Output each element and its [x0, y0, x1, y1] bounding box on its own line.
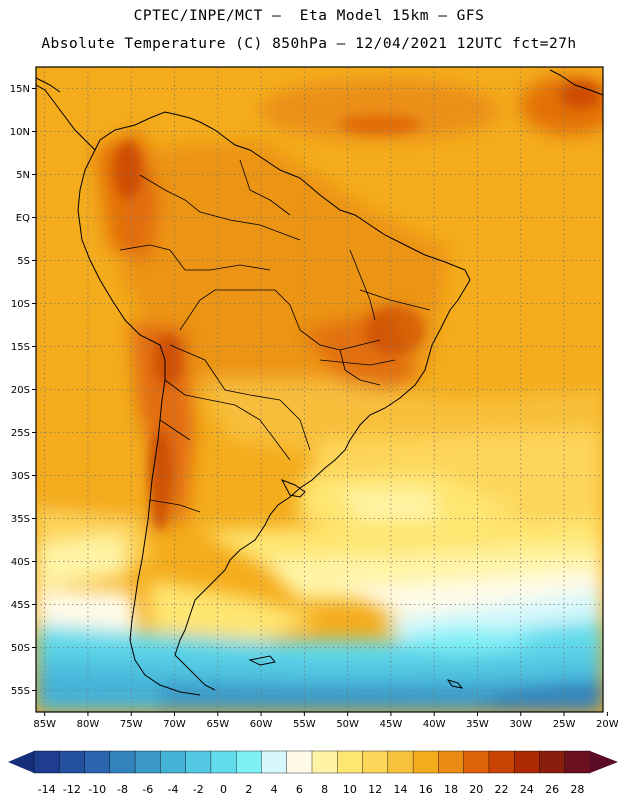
- temperature-field: [36, 67, 603, 712]
- colorbar-label: 28: [570, 783, 584, 796]
- lat-label: 5S: [17, 256, 30, 267]
- lat-label: 50S: [11, 643, 30, 654]
- title-line-2: Absolute Temperature (C) 850hPa – 12/04/…: [41, 36, 577, 52]
- colorbar-right-arrow: [590, 751, 618, 773]
- colorbar-box: [235, 750, 262, 774]
- colorbar-label: -10: [88, 783, 106, 796]
- lat-label: 10N: [10, 127, 30, 138]
- colorbar-label: 10: [343, 783, 357, 796]
- lat-label: EQ: [16, 213, 30, 224]
- colorbar-label: 6: [296, 783, 303, 796]
- lat-label: 20S: [11, 385, 30, 396]
- lat-label: 15S: [11, 342, 30, 353]
- colorbar-box: [539, 750, 566, 774]
- lat-label: 15N: [10, 84, 30, 95]
- coastlines: [36, 69, 603, 696]
- colorbar-label: -8: [117, 783, 128, 796]
- colorbar-box: [134, 750, 161, 774]
- lon-label: 40W: [423, 719, 446, 730]
- colorbar-box: [463, 750, 490, 774]
- lat-label: 35S: [11, 514, 30, 525]
- lat-label: 25S: [11, 428, 30, 439]
- lon-label: 35W: [466, 719, 489, 730]
- colorbar-box: [33, 750, 60, 774]
- colorbar-box: [59, 750, 86, 774]
- colorbar-box: [261, 750, 288, 774]
- colorbar-label: 22: [495, 783, 509, 796]
- colorbar-box: [286, 750, 313, 774]
- colorbar-box: [564, 750, 591, 774]
- lon-label: 80W: [77, 719, 100, 730]
- temperature-map: 15N 10N 5N EQ 5S 10S 15S 20S 25S 30S 35S 40S 45S 50S 5…: [10, 66, 618, 730]
- lat-label: 40S: [11, 557, 30, 568]
- colorbar-label: 18: [444, 783, 458, 796]
- lon-label: 70W: [163, 719, 186, 730]
- colorbar-box: [488, 750, 515, 774]
- colorbar-label: 12: [368, 783, 382, 796]
- colorbar-left-arrow: [8, 751, 34, 773]
- colorbar-label: 16: [419, 783, 433, 796]
- lon-label: 60W: [250, 719, 273, 730]
- colorbar-box: [412, 750, 439, 774]
- colorbar-label: 0: [220, 783, 227, 796]
- lat-label: 30S: [11, 471, 30, 482]
- colorbar-box: [84, 750, 111, 774]
- colorbar-label: 4: [271, 783, 278, 796]
- colorbar-label: -14: [38, 783, 56, 796]
- colorbar-box: [337, 750, 364, 774]
- lon-label: 30W: [509, 719, 532, 730]
- colorbar-box: [438, 750, 465, 774]
- colorbar-box: [210, 750, 237, 774]
- colorbar-label: 20: [469, 783, 483, 796]
- lat-label: 45S: [11, 600, 30, 611]
- colorbar: -14 -12 -10 -8 -6 -4 -2 0 2 4 6 8 10 12 14 16 18 20 22 24 26…: [8, 750, 618, 796]
- colorbar-label: -12: [63, 783, 81, 796]
- colorbar-box: [513, 750, 540, 774]
- colorbar-box: [311, 750, 338, 774]
- country-borders: [119, 159, 431, 513]
- colorbar-label: 8: [321, 783, 328, 796]
- map-axes: 15N 10N 5N EQ 5S 10S 15S 20S 25S 30S 35S 40S 45S 50S 5…: [10, 84, 618, 730]
- colorbar-label: -6: [142, 783, 153, 796]
- lat-label: 5N: [16, 170, 30, 181]
- colorbar-label: 2: [245, 783, 252, 796]
- lon-label: 25W: [553, 719, 576, 730]
- lon-label: 55W: [293, 719, 316, 730]
- colorbar-box: [109, 750, 136, 774]
- colorbar-box: [160, 750, 187, 774]
- colorbar-box: [185, 750, 212, 774]
- colorbar-box: [362, 750, 389, 774]
- colorbar-label: 24: [520, 783, 534, 796]
- colorbar-box: [387, 750, 414, 774]
- lon-label: 20W: [596, 719, 618, 730]
- lat-label: 55S: [11, 686, 30, 697]
- lon-label: 75W: [120, 719, 143, 730]
- colorbar-boxes: [33, 750, 591, 774]
- colorbar-label: 26: [545, 783, 559, 796]
- colorbar-label: -2: [193, 783, 204, 796]
- colorbar-labels: -14 -12 -10 -8 -6 -4 -2 0 2 4 6 8 10 12 14 16 18 20 22 24 26…: [38, 783, 585, 796]
- lon-label: 65W: [206, 719, 229, 730]
- lon-label: 85W: [33, 719, 56, 730]
- colorbar-label: -4: [168, 783, 179, 796]
- title-line-1: CPTEC/INPE/MCT – Eta Model 15km – GFS: [133, 8, 485, 24]
- colorbar-label: 14: [393, 783, 407, 796]
- lat-label: 10S: [11, 299, 30, 310]
- lon-label: 45W: [380, 719, 403, 730]
- map-grid: [36, 67, 603, 712]
- lon-label: 50W: [336, 719, 359, 730]
